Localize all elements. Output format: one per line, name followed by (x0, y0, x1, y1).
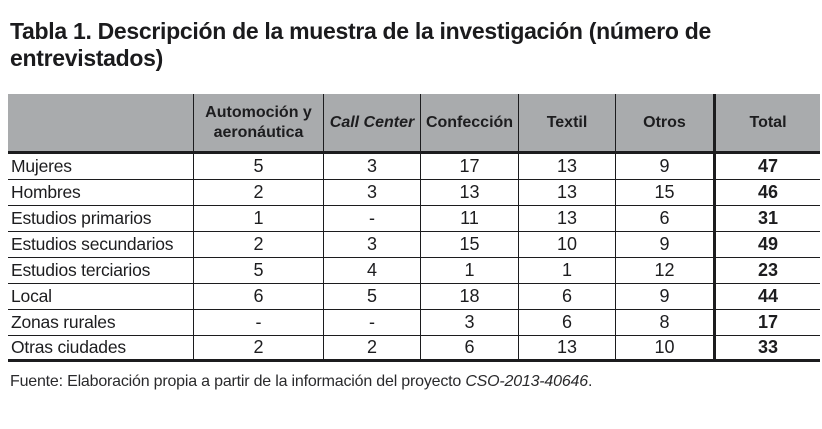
value-cell: - (323, 206, 420, 233)
value-cell: 10 (518, 232, 615, 259)
value-cell: 12 (615, 258, 713, 285)
row-label-cell: Local (8, 284, 193, 311)
value-cell: - (323, 310, 420, 337)
total-value-cell: 31 (713, 206, 820, 233)
table-row: Hombres 2 3 13 13 15 46 (8, 180, 820, 207)
value-cell: 18 (420, 284, 518, 311)
value-cell: 5 (323, 284, 420, 311)
value-cell: 13 (518, 180, 615, 207)
value-cell: 15 (615, 180, 713, 207)
value-cell: 2 (193, 180, 323, 207)
value-cell: 13 (518, 206, 615, 233)
value-cell: - (193, 310, 323, 337)
value-cell: 8 (615, 310, 713, 337)
total-value-cell: 17 (713, 310, 820, 337)
value-cell: 5 (193, 154, 323, 181)
table-row: Otras ciudades 2 2 6 13 10 33 (8, 336, 820, 363)
column-header-cell: Total (713, 94, 820, 155)
source-note: Fuente: Elaboración propia a partir de l… (10, 373, 822, 391)
value-cell: 6 (193, 284, 323, 311)
row-label-cell: Zonas rurales (8, 310, 193, 337)
column-header-cell: Call Center (323, 94, 420, 155)
value-cell: 6 (615, 206, 713, 233)
page: Tabla 1. Descripción de la muestra de la… (0, 18, 822, 429)
row-label-cell: Estudios terciarios (8, 258, 193, 285)
total-value-cell: 49 (713, 232, 820, 259)
value-cell: 9 (615, 284, 713, 311)
row-label-cell: Mujeres (8, 154, 193, 181)
row-label-cell: Otras ciudades (8, 336, 193, 363)
value-cell: 2 (193, 336, 323, 363)
header-row: Automoción y aeronáutica Call Center Confe… (8, 94, 820, 155)
value-cell: 10 (615, 336, 713, 363)
value-cell: 13 (518, 336, 615, 363)
value-cell: 4 (323, 258, 420, 285)
corner-cell (8, 94, 193, 155)
table-row: Local 6 5 18 6 9 44 (8, 284, 820, 311)
source-note-suffix: . (587, 373, 593, 391)
value-cell: 15 (420, 232, 518, 259)
sample-description-table: Automoción y aeronáutica Call Center Confe… (8, 94, 820, 363)
table-row: Zonas rurales - -3 6 8 17 (8, 310, 820, 337)
value-cell: 2 (193, 232, 323, 259)
column-header-cell: Automoción y aeronáutica (193, 94, 323, 155)
table-header: Automoción y aeronáutica Call Center Confe… (8, 94, 820, 155)
row-label-cell: Estudios secundarios (8, 232, 193, 259)
value-cell: 13 (420, 180, 518, 207)
table-row: Estudios primarios 1-11 13 6 31 (8, 206, 820, 233)
table-row: Estudios terciarios 5 4 1 1 12 23 (8, 258, 820, 285)
value-cell: 1 (420, 258, 518, 285)
value-cell: 17 (420, 154, 518, 181)
table-body: Mujeres 5 3 17 13 9 47 Hombres 2 3 13 13 15 46 Estudio… (8, 154, 820, 363)
total-value-cell: 44 (713, 284, 820, 311)
total-value-cell: 46 (713, 180, 820, 207)
value-cell: 1 (518, 258, 615, 285)
row-label-cell: Hombres (8, 180, 193, 207)
value-cell: 9 (615, 232, 713, 259)
value-cell: 3 (420, 310, 518, 337)
value-cell: 1 (193, 206, 323, 233)
column-header-cell: Confección (420, 94, 518, 155)
value-cell: 3 (323, 180, 420, 207)
total-value-cell: 47 (713, 154, 820, 181)
value-cell: 2 (323, 336, 420, 363)
value-cell: 6 (518, 284, 615, 311)
total-value-cell: 33 (713, 336, 820, 363)
value-cell: 9 (615, 154, 713, 181)
value-cell: 6 (518, 310, 615, 337)
total-value-cell: 23 (713, 258, 820, 285)
project-code: CSO-2013-40646 (465, 373, 588, 391)
table-row: Mujeres 5 3 17 13 9 47 (8, 154, 820, 181)
table-row: Estudios secundarios 2 3 15 10 9 49 (8, 232, 820, 259)
source-note-text: Fuente: Elaboración propia a partir de l… (10, 373, 466, 391)
value-cell: 13 (518, 154, 615, 181)
value-cell: 6 (420, 336, 518, 363)
row-label-cell: Estudios primarios (8, 206, 193, 233)
table-title: Tabla 1. Descripción de la muestra de la… (10, 18, 711, 71)
value-cell: 3 (323, 154, 420, 181)
column-header-cell: Textil (518, 94, 615, 155)
value-cell: 3 (323, 232, 420, 259)
value-cell: 11 (420, 206, 518, 233)
value-cell: 5 (193, 258, 323, 285)
column-header-cell: Otros (615, 94, 713, 155)
